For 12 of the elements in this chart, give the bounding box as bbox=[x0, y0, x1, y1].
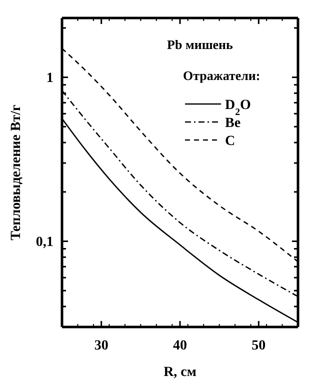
x-tick-label: 30 bbox=[94, 338, 108, 354]
legend-title: Отражатели: bbox=[183, 68, 260, 83]
y-tick-label: 0,1 bbox=[36, 234, 54, 250]
x-axis-title: R, см bbox=[164, 365, 197, 380]
text: Pb мишень bbox=[167, 37, 234, 52]
legend-label: Be bbox=[225, 116, 241, 131]
y-axis-title: Тепловыделение Вт/г bbox=[9, 104, 24, 240]
legend-label: C bbox=[225, 134, 236, 149]
legend-label: D$_{2}$O bbox=[225, 98, 252, 118]
x-tick-label: 50 bbox=[252, 338, 266, 354]
x-tick-label: 40 bbox=[173, 338, 187, 354]
y-tick-label: 1 bbox=[46, 70, 54, 86]
